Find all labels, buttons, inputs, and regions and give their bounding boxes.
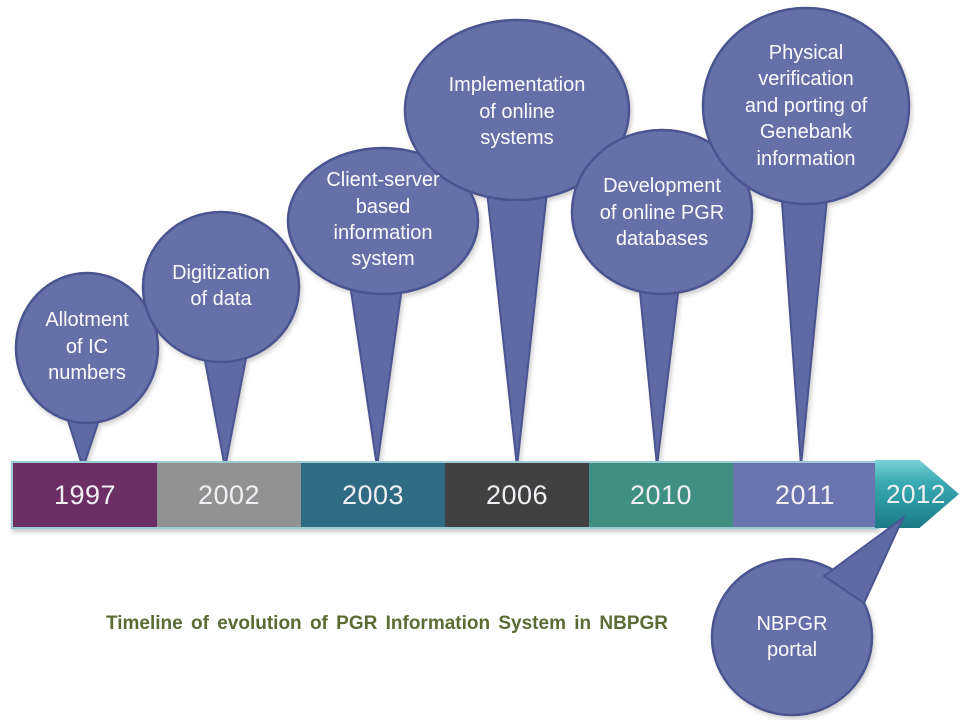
year-label-2010: 2010 — [629, 479, 693, 510]
balloon-allotment — [14, 271, 160, 425]
year-label-2006: 2006 — [485, 479, 549, 510]
year-label-1997: 1997 — [53, 479, 117, 510]
year-label-2003: 2003 — [341, 479, 405, 510]
balloon-label-client-server: Client-server based information system — [326, 169, 440, 271]
balloon-label-digitization: Digitization of data — [172, 261, 270, 310]
balloon-client-server — [286, 146, 480, 296]
balloon-development — [570, 128, 754, 296]
segment-1997: 1997 — [13, 463, 157, 527]
segment-2006: 2006 — [445, 463, 589, 527]
balloon-digitization — [141, 210, 301, 364]
timeline-bar: 1997 2002 2003 2006 2010 2011 — [11, 461, 879, 529]
year-label-2012: 2012 — [886, 478, 946, 509]
balloon-tail-portal — [822, 514, 906, 605]
segment-2003: 2003 — [301, 463, 445, 527]
balloon-label-implementation: Implementation of online systems — [448, 74, 586, 150]
segment-2011: 2011 — [733, 463, 877, 527]
segment-2002: 2002 — [157, 463, 301, 527]
balloon-implementation — [403, 18, 631, 202]
year-label-2011: 2011 — [774, 479, 836, 510]
balloon-label-portal: NBPGR portal — [756, 612, 828, 661]
balloon-label-allotment: Allotment of IC numbers — [45, 309, 129, 385]
year-label-2002: 2002 — [197, 479, 261, 510]
caption: Timeline of evolution of PGR Information… — [106, 613, 669, 634]
segment-2010: 2010 — [589, 463, 733, 527]
balloon-label-development: Development of online PGR databases — [599, 175, 725, 251]
balloon-portal — [710, 557, 874, 717]
balloon-physical — [701, 6, 911, 206]
balloon-label-physical: Physical verification and porting of Gen… — [744, 42, 868, 170]
